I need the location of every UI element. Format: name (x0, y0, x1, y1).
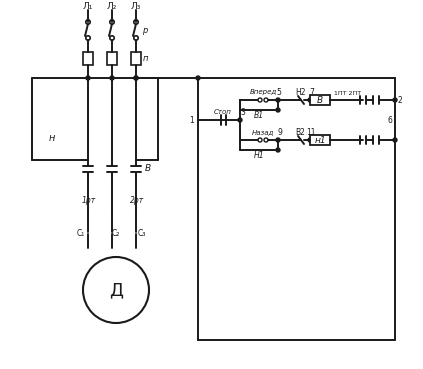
Text: 3: 3 (241, 107, 245, 117)
Circle shape (110, 76, 114, 80)
Circle shape (393, 138, 397, 142)
Bar (131, 52, 141, 65)
Text: Л₂: Л₂ (107, 1, 117, 10)
Circle shape (134, 36, 138, 40)
Circle shape (86, 20, 90, 24)
Text: Стоп: Стоп (214, 109, 232, 115)
Bar (83, 52, 93, 65)
Circle shape (264, 138, 268, 142)
Circle shape (86, 36, 90, 40)
Circle shape (258, 138, 262, 142)
Text: 1: 1 (190, 115, 195, 124)
Text: В1: В1 (254, 110, 264, 120)
Circle shape (238, 118, 242, 122)
Text: 7: 7 (310, 87, 314, 97)
Circle shape (134, 76, 138, 80)
Circle shape (110, 20, 114, 24)
Circle shape (196, 76, 200, 80)
Text: п: п (142, 54, 148, 62)
Bar (310, 95, 330, 105)
Text: Назад: Назад (252, 129, 274, 135)
Text: н1: н1 (314, 135, 326, 145)
Text: В: В (145, 163, 151, 172)
Text: С₂: С₂ (112, 228, 120, 238)
Circle shape (83, 257, 149, 323)
Circle shape (258, 98, 262, 102)
Circle shape (134, 76, 138, 80)
Text: 9: 9 (277, 128, 283, 137)
Text: 2рт: 2рт (130, 196, 144, 204)
Circle shape (276, 148, 280, 152)
Text: р: р (142, 25, 148, 34)
Text: 6: 6 (387, 115, 393, 124)
Circle shape (308, 138, 312, 142)
Text: Вперед: Вперед (250, 89, 277, 95)
Bar (310, 135, 330, 145)
Circle shape (393, 98, 397, 102)
Text: В: В (317, 96, 323, 104)
Circle shape (276, 98, 280, 102)
Circle shape (134, 20, 138, 24)
Text: 1ПТ 2ПТ: 1ПТ 2ПТ (335, 90, 362, 96)
Text: С₃: С₃ (138, 228, 146, 238)
Circle shape (86, 76, 90, 80)
Text: Л₃: Л₃ (131, 1, 141, 10)
Circle shape (276, 108, 280, 112)
Circle shape (264, 98, 268, 102)
Bar (107, 52, 117, 65)
Circle shape (308, 98, 312, 102)
Text: 2: 2 (398, 96, 402, 104)
Text: 1рт: 1рт (82, 196, 96, 204)
Text: н: н (49, 133, 55, 143)
Text: С₁: С₁ (77, 228, 85, 238)
Text: Д: Д (109, 281, 123, 299)
Text: 5: 5 (277, 87, 281, 97)
Text: Н2: Н2 (295, 87, 305, 97)
Text: В2: В2 (295, 128, 305, 137)
Text: 11: 11 (306, 128, 316, 137)
Circle shape (110, 36, 114, 40)
Circle shape (276, 138, 280, 142)
Text: Н1: Н1 (254, 151, 264, 159)
Text: Л₁: Л₁ (83, 1, 93, 10)
